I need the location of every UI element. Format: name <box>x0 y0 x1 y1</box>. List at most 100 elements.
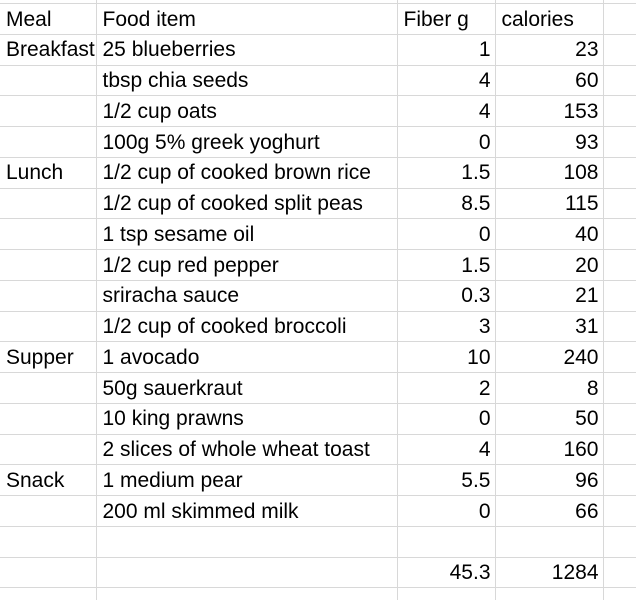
cell-calories[interactable]: 108 <box>495 157 604 189</box>
header-cell-food-item[interactable]: Food item <box>96 3 398 35</box>
cell-calories[interactable]: 160 <box>495 434 604 466</box>
cell-empty[interactable] <box>603 403 636 435</box>
cell-empty[interactable] <box>495 0 604 4</box>
cell-empty[interactable] <box>603 311 636 343</box>
cell-empty[interactable] <box>603 587 636 600</box>
cell-empty[interactable] <box>0 0 97 4</box>
cell-fiber[interactable]: 5.5 <box>397 464 496 496</box>
cell-food-item[interactable]: sriracha sauce <box>96 280 398 312</box>
cell-fiber[interactable]: 8.5 <box>397 188 496 220</box>
cell-empty[interactable] <box>96 0 398 4</box>
cell-empty[interactable] <box>603 0 636 4</box>
cell-empty[interactable] <box>603 126 636 158</box>
cell-empty[interactable] <box>96 557 398 589</box>
cell-food-item[interactable]: 10 king prawns <box>96 403 398 435</box>
cell-calories[interactable]: 8 <box>495 372 604 404</box>
cell-calories[interactable]: 21 <box>495 280 604 312</box>
header-cell-calories[interactable]: calories <box>495 3 604 35</box>
cell-meal[interactable]: Lunch <box>0 157 97 189</box>
cell-fiber[interactable]: 4 <box>397 95 496 127</box>
cell-meal[interactable] <box>0 126 97 158</box>
cell-fiber[interactable]: 0 <box>397 403 496 435</box>
cell-empty[interactable] <box>603 557 636 589</box>
cell-meal[interactable] <box>0 95 97 127</box>
cell-meal[interactable]: Supper <box>0 341 97 373</box>
cell-calories[interactable]: 240 <box>495 341 604 373</box>
cell-fiber[interactable]: 2 <box>397 372 496 404</box>
cell-empty[interactable] <box>96 587 398 600</box>
cell-meal[interactable] <box>0 434 97 466</box>
cell-fiber[interactable]: 3 <box>397 311 496 343</box>
cell-meal[interactable]: Snack <box>0 464 97 496</box>
cell-calories[interactable]: 115 <box>495 188 604 220</box>
cell-fiber[interactable]: 0.3 <box>397 280 496 312</box>
cell-fiber[interactable]: 1 <box>397 34 496 66</box>
cell-calories[interactable]: 153 <box>495 95 604 127</box>
cell-meal[interactable] <box>0 403 97 435</box>
cell-meal[interactable] <box>0 218 97 250</box>
cell-calories[interactable]: 96 <box>495 464 604 496</box>
cell-meal[interactable]: Breakfast <box>0 34 97 66</box>
cell-calories[interactable]: 20 <box>495 249 604 281</box>
cell-meal[interactable] <box>0 280 97 312</box>
cell-empty[interactable] <box>603 526 636 558</box>
cell-food-item[interactable]: 1 avocado <box>96 341 398 373</box>
cell-food-item[interactable]: 1 medium pear <box>96 464 398 496</box>
cell-calories[interactable]: 50 <box>495 403 604 435</box>
cell-empty[interactable] <box>603 372 636 404</box>
cell-empty[interactable] <box>603 218 636 250</box>
cell-empty[interactable] <box>603 34 636 66</box>
cell-empty[interactable] <box>397 587 496 600</box>
cell-food-item[interactable]: 2 slices of whole wheat toast <box>96 434 398 466</box>
cell-empty[interactable] <box>603 495 636 527</box>
cell-empty[interactable] <box>603 434 636 466</box>
cell-empty[interactable] <box>603 188 636 220</box>
cell-food-item[interactable]: 1/2 cup of cooked split peas <box>96 188 398 220</box>
cell-fiber[interactable]: 10 <box>397 341 496 373</box>
cell-calories[interactable]: 23 <box>495 34 604 66</box>
cell-empty[interactable] <box>0 526 97 558</box>
cell-food-item[interactable]: 1/2 cup red pepper <box>96 249 398 281</box>
cell-empty[interactable] <box>96 526 398 558</box>
cell-food-item[interactable]: tbsp chia seeds <box>96 65 398 97</box>
cell-calories[interactable]: 31 <box>495 311 604 343</box>
cell-empty[interactable] <box>397 0 496 4</box>
cell-food-item[interactable]: 1/2 cup oats <box>96 95 398 127</box>
cell-meal[interactable] <box>0 372 97 404</box>
cell-meal[interactable] <box>0 65 97 97</box>
cell-empty[interactable] <box>603 464 636 496</box>
cell-food-item[interactable]: 1 tsp sesame oil <box>96 218 398 250</box>
cell-empty[interactable] <box>603 65 636 97</box>
cell-empty[interactable] <box>603 341 636 373</box>
cell-food-item[interactable]: 200 ml skimmed milk <box>96 495 398 527</box>
cell-meal[interactable] <box>0 188 97 220</box>
cell-fiber[interactable]: 1.5 <box>397 157 496 189</box>
cell-fiber[interactable]: 0 <box>397 126 496 158</box>
cell-food-item[interactable]: 50g sauerkraut <box>96 372 398 404</box>
total-calories-cell[interactable]: 1284 <box>495 557 604 589</box>
cell-meal[interactable] <box>0 249 97 281</box>
cell-food-item[interactable]: 1/2 cup of cooked broccoli <box>96 311 398 343</box>
cell-meal[interactable] <box>0 311 97 343</box>
cell-food-item[interactable]: 1/2 cup of cooked brown rice <box>96 157 398 189</box>
cell-calories[interactable]: 40 <box>495 218 604 250</box>
cell-empty[interactable] <box>0 587 97 600</box>
cell-empty[interactable] <box>495 587 604 600</box>
cell-fiber[interactable]: 4 <box>397 65 496 97</box>
cell-empty[interactable] <box>495 526 604 558</box>
cell-empty[interactable] <box>603 157 636 189</box>
total-fiber-cell[interactable]: 45.3 <box>397 557 496 589</box>
cell-empty[interactable] <box>0 557 97 589</box>
cell-calories[interactable]: 93 <box>495 126 604 158</box>
cell-empty[interactable] <box>603 95 636 127</box>
cell-food-item[interactable]: 25 blueberries <box>96 34 398 66</box>
cell-fiber[interactable]: 0 <box>397 495 496 527</box>
cell-calories[interactable]: 66 <box>495 495 604 527</box>
header-cell-meal[interactable]: Meal <box>0 3 97 35</box>
cell-empty[interactable] <box>603 280 636 312</box>
cell-calories[interactable]: 60 <box>495 65 604 97</box>
cell-fiber[interactable]: 0 <box>397 218 496 250</box>
cell-fiber[interactable]: 1.5 <box>397 249 496 281</box>
cell-empty[interactable] <box>603 3 636 35</box>
cell-empty[interactable] <box>603 249 636 281</box>
